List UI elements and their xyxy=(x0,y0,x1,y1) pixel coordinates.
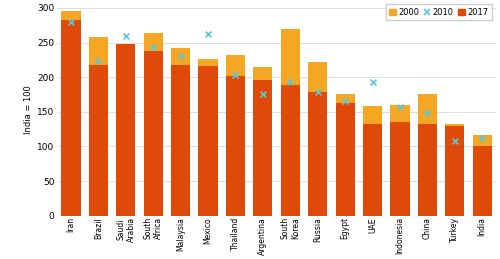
Bar xyxy=(472,135,492,216)
Bar xyxy=(89,37,108,216)
Point xyxy=(122,34,130,38)
Point xyxy=(478,136,486,140)
Bar xyxy=(198,66,218,216)
Bar xyxy=(62,20,80,216)
Bar xyxy=(336,103,354,216)
Bar xyxy=(363,124,382,216)
Point xyxy=(204,32,212,36)
Point xyxy=(341,99,349,103)
Bar xyxy=(62,11,80,216)
Bar xyxy=(226,76,245,216)
Bar xyxy=(390,122,409,216)
Bar xyxy=(226,55,245,216)
Point xyxy=(150,45,158,49)
Point xyxy=(232,73,239,77)
Bar xyxy=(116,70,136,216)
Bar xyxy=(308,62,328,216)
Point xyxy=(259,92,267,97)
Bar xyxy=(171,65,190,216)
Bar xyxy=(198,59,218,216)
Point xyxy=(286,80,294,84)
Bar xyxy=(336,94,354,216)
Point xyxy=(176,54,184,59)
Bar xyxy=(254,80,272,216)
Bar xyxy=(171,48,190,216)
Bar xyxy=(418,95,437,216)
Bar xyxy=(144,33,163,216)
Bar xyxy=(363,106,382,216)
Bar xyxy=(89,65,108,216)
Bar xyxy=(445,126,464,216)
Bar xyxy=(116,44,136,216)
Point xyxy=(67,20,75,24)
Point xyxy=(314,90,322,95)
Bar xyxy=(280,29,300,216)
Bar xyxy=(390,105,409,216)
Bar xyxy=(445,124,464,216)
Bar xyxy=(418,124,437,216)
Bar xyxy=(472,146,492,216)
Y-axis label: India = 100: India = 100 xyxy=(24,86,33,134)
Point xyxy=(94,59,102,63)
Point xyxy=(424,111,432,115)
Legend: 2000, 2010, 2017: 2000, 2010, 2017 xyxy=(386,4,492,20)
Point xyxy=(450,139,458,143)
Bar xyxy=(280,85,300,216)
Bar xyxy=(308,92,328,216)
Point xyxy=(368,80,376,84)
Point xyxy=(396,105,404,109)
Bar xyxy=(254,67,272,216)
Bar xyxy=(144,51,163,216)
